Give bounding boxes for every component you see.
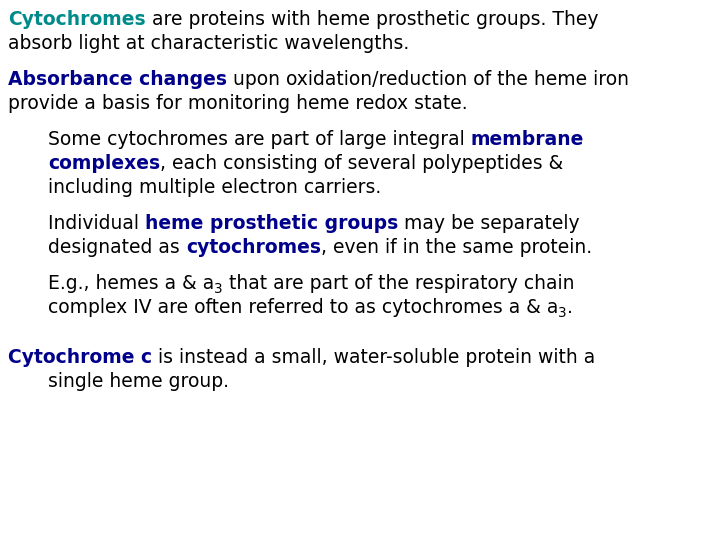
Text: cytochromes: cytochromes [186, 238, 320, 257]
Text: Cytochromes: Cytochromes [8, 10, 145, 29]
Text: , each consisting of several polypeptides &: , each consisting of several polypeptide… [160, 154, 563, 173]
Text: including multiple electron carriers.: including multiple electron carriers. [48, 178, 382, 197]
Text: upon oxidation/reduction of the heme iron: upon oxidation/reduction of the heme iro… [227, 70, 629, 89]
Text: , even if in the same protein.: , even if in the same protein. [320, 238, 592, 257]
Text: heme prosthetic groups: heme prosthetic groups [145, 214, 398, 233]
Text: Some cytochromes are part of large integral: Some cytochromes are part of large integ… [48, 130, 471, 149]
Text: Individual: Individual [48, 214, 145, 233]
Text: may be separately: may be separately [398, 214, 580, 233]
Text: provide a basis for monitoring heme redox state.: provide a basis for monitoring heme redo… [8, 94, 467, 113]
Text: absorb light at characteristic wavelengths.: absorb light at characteristic wavelengt… [8, 34, 409, 53]
Text: Absorbance changes: Absorbance changes [8, 70, 227, 89]
Text: E.g., hemes a & a: E.g., hemes a & a [48, 274, 215, 293]
Text: membrane: membrane [471, 130, 584, 149]
Text: 3: 3 [559, 306, 567, 320]
Text: 3: 3 [215, 282, 223, 296]
Text: single heme group.: single heme group. [48, 372, 229, 391]
Text: complexes: complexes [48, 154, 160, 173]
Text: is instead a small, water-soluble protein with a: is instead a small, water-soluble protei… [152, 348, 595, 367]
Text: Cytochrome c: Cytochrome c [8, 348, 152, 367]
Text: .: . [567, 298, 573, 317]
Text: that are part of the respiratory chain: that are part of the respiratory chain [223, 274, 575, 293]
Text: designated as: designated as [48, 238, 186, 257]
Text: are proteins with heme prosthetic groups. They: are proteins with heme prosthetic groups… [145, 10, 598, 29]
Text: complex IV are often referred to as cytochromes a & a: complex IV are often referred to as cyto… [48, 298, 559, 317]
